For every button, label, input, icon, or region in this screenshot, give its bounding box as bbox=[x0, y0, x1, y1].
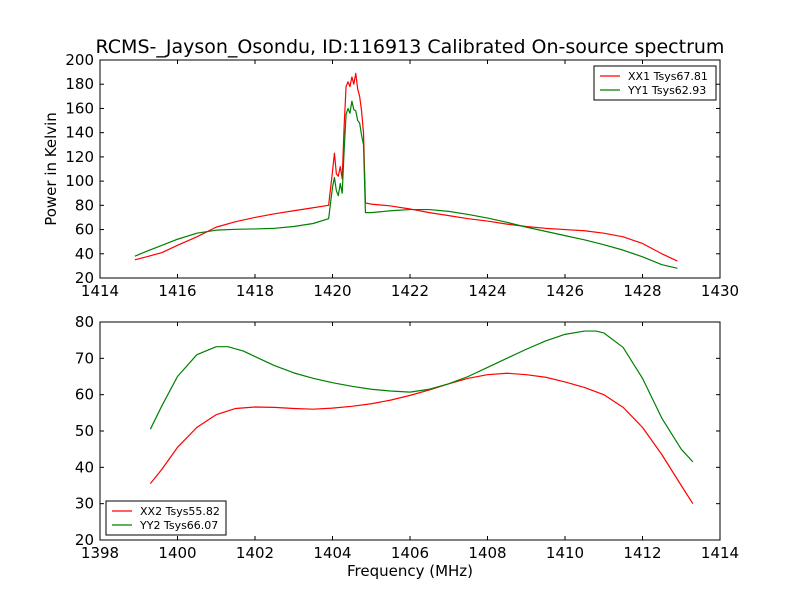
bottom-plot-panel: 1398 1400 1402 1404 1406 1408 1410 1412 1414 20 30… bbox=[75, 313, 739, 562]
legend-box bbox=[105, 500, 227, 536]
x-tick-label: 1428 bbox=[623, 282, 661, 300]
x-tick-label: 1406 bbox=[391, 544, 429, 562]
x-tick-label: 1402 bbox=[236, 544, 274, 562]
x-tick-label: 1426 bbox=[546, 282, 584, 300]
y-tick-label: 30 bbox=[75, 495, 94, 513]
y-tick-label: 20 bbox=[75, 269, 94, 287]
x-tick-label: 1412 bbox=[623, 544, 661, 562]
y-tick-label: 80 bbox=[75, 196, 94, 214]
x-tick-label: 1418 bbox=[236, 282, 274, 300]
x-tick-label: 1416 bbox=[158, 282, 196, 300]
chart-title: RCMS-_Jayson_Osondu, ID:116913 Calibrate… bbox=[96, 36, 725, 58]
x-tick-label: 1414 bbox=[701, 544, 739, 562]
x-tick-label: 1422 bbox=[391, 282, 429, 300]
legend-label: YY1 Tsys62.93 bbox=[627, 84, 706, 97]
legend-label: XX2 Tsys55.82 bbox=[140, 505, 220, 518]
y-tick-label: 120 bbox=[65, 148, 94, 166]
y-tick-label: 100 bbox=[65, 172, 94, 190]
y-tick-label: 40 bbox=[75, 245, 94, 263]
series-line-yy1 bbox=[134, 100, 678, 269]
legend-label: XX1 Tsys67.81 bbox=[628, 70, 708, 83]
x-tick-label: 1408 bbox=[468, 544, 506, 562]
x-tick-label: 1410 bbox=[546, 544, 584, 562]
y-tick-label: 80 bbox=[75, 313, 94, 331]
y-tick-label: 140 bbox=[65, 124, 94, 142]
x-tick-label: 1398 bbox=[81, 544, 119, 562]
series-line-xx1 bbox=[134, 72, 678, 262]
y-tick-label: 40 bbox=[75, 458, 94, 476]
legend-label: YY2 Tsys66.07 bbox=[139, 519, 218, 532]
y-tick-label: 160 bbox=[65, 99, 94, 117]
series-line-xx2 bbox=[149, 372, 694, 504]
y-tick-label: 60 bbox=[75, 221, 94, 239]
y-tick-label: 20 bbox=[75, 531, 94, 549]
y-tick-label: 180 bbox=[65, 75, 94, 93]
x-tick-label: 1400 bbox=[158, 544, 196, 562]
x-tick-label: 1430 bbox=[701, 282, 739, 300]
x-tick-label: 1414 bbox=[81, 282, 119, 300]
y-tick-label: 70 bbox=[75, 349, 94, 367]
y-tick-label: 60 bbox=[75, 386, 94, 404]
series-line-yy2 bbox=[149, 330, 694, 463]
legend-box bbox=[593, 65, 717, 101]
y-tick-label: 50 bbox=[75, 422, 94, 440]
top-plot-panel: 1414 1416 1418 1420 1422 1424 1426 1428 1430 20 40… bbox=[65, 51, 739, 300]
x-tick-label: 1420 bbox=[313, 282, 351, 300]
x-tick-label: 1404 bbox=[313, 544, 351, 562]
x-tick-label: 1424 bbox=[468, 282, 506, 300]
bottom-x-axis-label: Frequency (MHz) bbox=[347, 562, 473, 580]
top-y-axis-label: Power in Kelvin bbox=[42, 112, 60, 226]
y-tick-label: 200 bbox=[65, 51, 94, 69]
